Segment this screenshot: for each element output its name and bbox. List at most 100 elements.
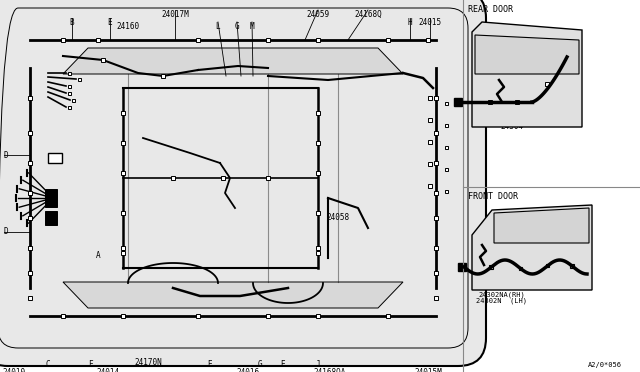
Bar [67, 106, 70, 109]
Polygon shape [63, 282, 403, 308]
Bar [434, 296, 438, 300]
Text: 24017M: 24017M [161, 10, 189, 19]
Polygon shape [475, 35, 579, 74]
Text: 24304: 24304 [500, 122, 524, 131]
Bar [428, 118, 432, 122]
Text: D: D [4, 151, 8, 160]
Bar [172, 176, 175, 180]
Polygon shape [63, 48, 403, 74]
Bar [434, 161, 438, 165]
Bar [488, 100, 492, 104]
Bar [67, 92, 70, 94]
Text: D: D [4, 228, 8, 237]
Bar [67, 71, 70, 74]
Bar [28, 296, 32, 300]
Bar [428, 162, 432, 166]
Bar [72, 99, 74, 102]
Text: 24302NA(RH): 24302NA(RH) [479, 291, 525, 298]
Bar [61, 38, 65, 42]
Text: E: E [281, 360, 285, 369]
Text: H: H [408, 18, 412, 27]
Bar [28, 161, 32, 165]
Bar [45, 189, 57, 207]
Bar [28, 216, 32, 220]
Bar [45, 211, 57, 225]
Text: 24170N: 24170N [134, 358, 162, 367]
Text: C: C [45, 360, 51, 369]
Text: A: A [96, 250, 100, 260]
Text: 24168QA: 24168QA [314, 368, 346, 372]
Polygon shape [472, 205, 592, 290]
Bar [28, 246, 32, 250]
Bar [316, 211, 320, 215]
FancyBboxPatch shape [0, 0, 486, 366]
Bar [434, 271, 438, 275]
Bar [434, 191, 438, 195]
Text: J: J [316, 360, 320, 369]
Bar [454, 98, 462, 106]
Bar [515, 100, 519, 104]
Bar [28, 131, 32, 135]
Text: 24014: 24014 [97, 368, 120, 372]
Bar [445, 145, 447, 148]
Text: FRONT DOOR: FRONT DOOR [468, 192, 518, 201]
Bar [196, 38, 200, 42]
Polygon shape [472, 22, 582, 127]
Bar [434, 96, 438, 100]
Bar [28, 191, 32, 195]
Text: 24015: 24015 [419, 18, 442, 27]
Bar [196, 314, 200, 318]
Bar [121, 211, 125, 215]
Text: B: B [70, 18, 74, 27]
Text: 24010: 24010 [3, 368, 26, 372]
Bar [121, 141, 125, 145]
Bar [434, 246, 438, 250]
Text: 24016: 24016 [236, 368, 260, 372]
Text: 24302N  (LH): 24302N (LH) [477, 298, 527, 305]
Bar [121, 171, 125, 175]
Bar [434, 131, 438, 135]
Bar [161, 74, 165, 78]
Text: REAR DOOR: REAR DOOR [468, 5, 513, 14]
Bar [545, 82, 548, 86]
Bar [434, 216, 438, 220]
Text: 24160: 24160 [116, 22, 140, 31]
Bar [266, 176, 269, 180]
Bar [445, 102, 447, 105]
Bar [221, 176, 225, 180]
Text: 24059: 24059 [307, 10, 330, 19]
Bar [386, 314, 390, 318]
Bar [101, 58, 105, 62]
Bar [316, 171, 320, 175]
Bar [28, 96, 32, 100]
Bar [28, 271, 32, 275]
Bar [445, 124, 447, 126]
Bar [121, 246, 125, 250]
Bar [428, 140, 432, 144]
Bar [61, 314, 65, 318]
Bar [316, 111, 320, 115]
Bar [121, 111, 125, 115]
Bar [428, 184, 432, 188]
Bar [96, 38, 100, 42]
Text: A2/0*056: A2/0*056 [588, 362, 622, 368]
Text: G: G [258, 360, 262, 369]
Bar [316, 38, 320, 42]
Bar [266, 314, 270, 318]
Bar [77, 77, 81, 80]
Bar [316, 141, 320, 145]
Text: G: G [235, 22, 239, 31]
Text: M: M [250, 22, 254, 31]
Bar [546, 264, 549, 267]
Bar [458, 263, 466, 271]
Bar [428, 96, 432, 100]
Bar [48, 153, 62, 163]
Bar [121, 251, 125, 255]
Bar [519, 267, 522, 270]
Bar [490, 266, 493, 269]
Bar [316, 314, 320, 318]
Bar [445, 167, 447, 170]
Bar [266, 38, 270, 42]
Bar [426, 38, 430, 42]
Text: L: L [216, 22, 220, 31]
